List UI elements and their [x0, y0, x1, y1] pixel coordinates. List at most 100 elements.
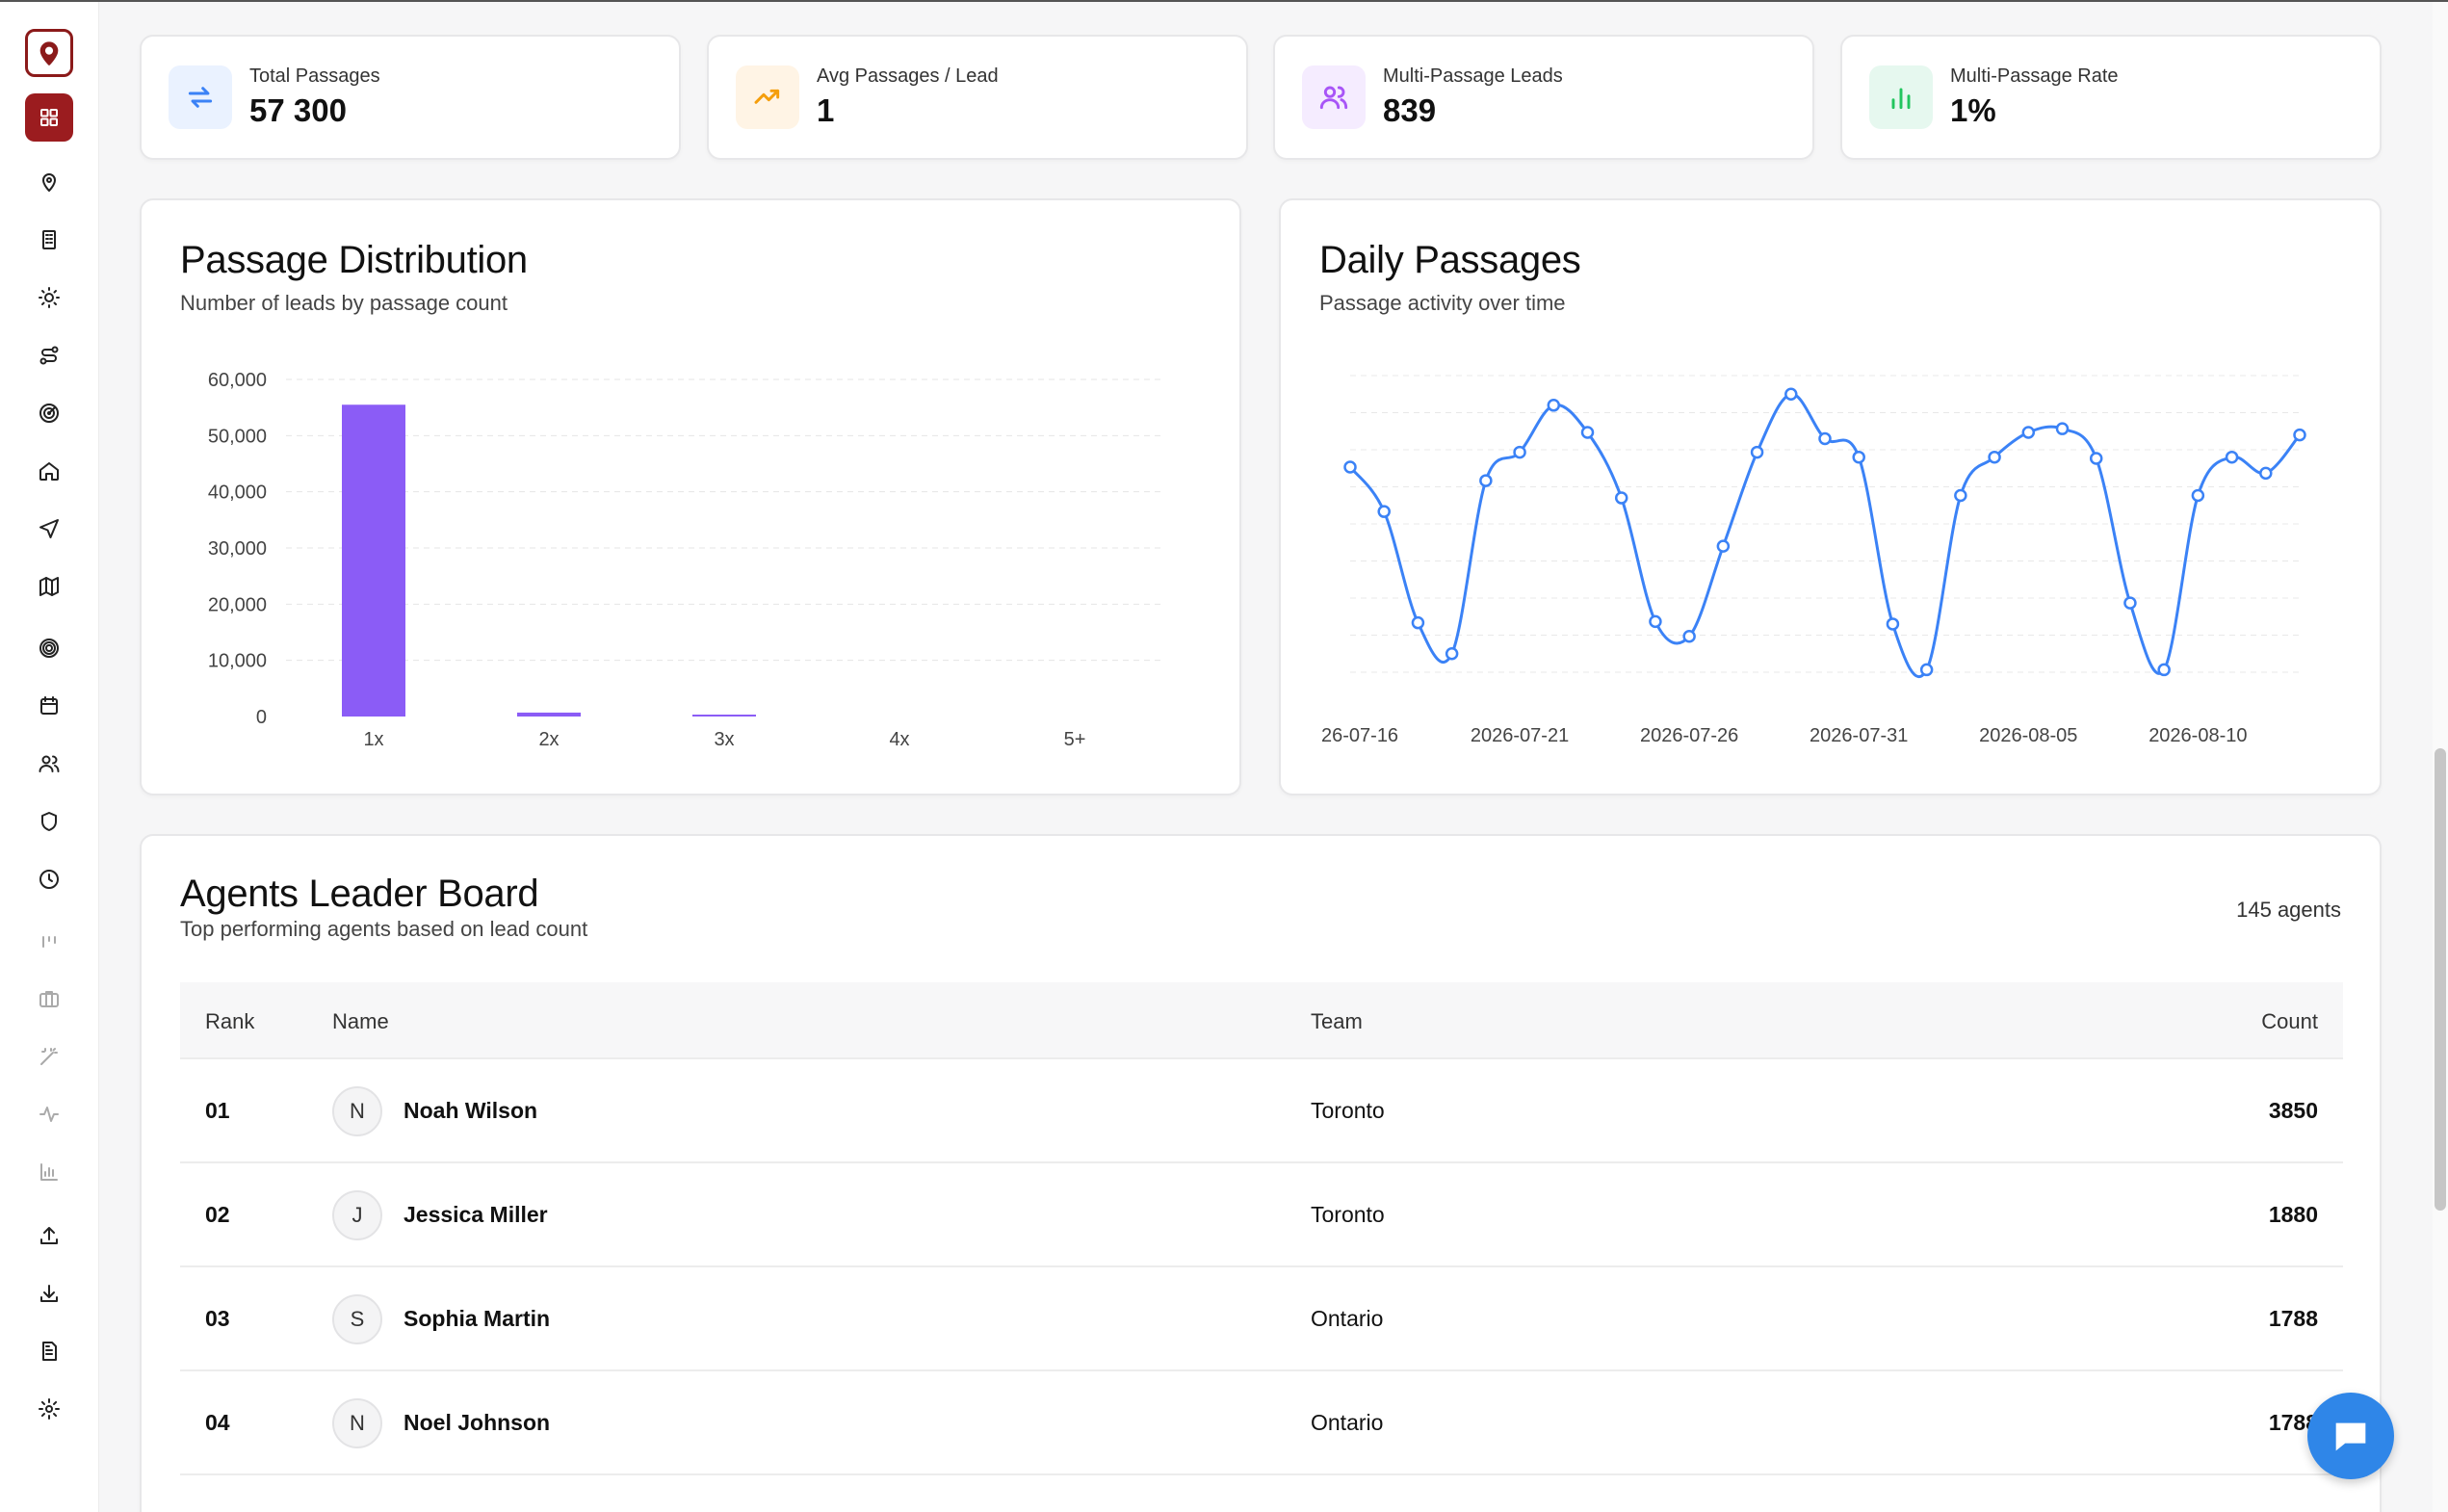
- table-header: Rank Name Team Count: [180, 982, 2343, 1059]
- data-point[interactable]: [1682, 630, 1696, 643]
- data-point[interactable]: [2089, 452, 2103, 465]
- table-row[interactable]: 01 N Noah Wilson Toronto 3850: [180, 1059, 2343, 1163]
- magic-wand-icon[interactable]: [25, 1032, 73, 1081]
- data-point[interactable]: [1750, 445, 1764, 459]
- sidebar: [0, 2, 99, 1512]
- page-scrollbar[interactable]: [2433, 2, 2448, 1512]
- chart-title: Passage Distribution: [180, 239, 528, 281]
- data-point[interactable]: [1818, 431, 1832, 446]
- data-point[interactable]: [2225, 450, 2239, 464]
- chart-title: Daily Passages: [1319, 239, 1581, 281]
- clock-icon[interactable]: [25, 855, 73, 903]
- avatar: S: [332, 1294, 382, 1344]
- upload-icon[interactable]: [25, 1212, 73, 1260]
- x-tick-label: 2x: [538, 729, 559, 750]
- data-point[interactable]: [1988, 450, 2001, 464]
- data-point[interactable]: [1716, 539, 1731, 553]
- chat-support-button[interactable]: [2307, 1393, 2394, 1479]
- data-point[interactable]: [1445, 647, 1459, 661]
- data-point[interactable]: [2055, 422, 2070, 435]
- settings-gear-icon[interactable]: [25, 1385, 73, 1433]
- avatar: J: [332, 1190, 382, 1240]
- table-row[interactable]: 02 J Jessica Miller Toronto 1880: [180, 1163, 2343, 1267]
- data-point[interactable]: [1649, 614, 1662, 629]
- bar-short-icon[interactable]: [25, 917, 73, 965]
- column-header-count[interactable]: Count: [2261, 1009, 2318, 1033]
- x-tick-label: 2026-07-21: [1471, 725, 1569, 746]
- avatar: N: [332, 1398, 382, 1448]
- sun-icon[interactable]: [25, 274, 73, 322]
- x-tick-label: 2026-08-10: [2149, 725, 2247, 746]
- column-header-name[interactable]: Name: [332, 1009, 389, 1033]
- data-point[interactable]: [1784, 387, 1798, 401]
- data-point[interactable]: [1377, 505, 1391, 518]
- logo-map-pin-icon[interactable]: [25, 29, 73, 77]
- data-point[interactable]: [1852, 450, 1865, 464]
- data-point[interactable]: [1614, 491, 1628, 505]
- agent-name: Noel Johnson: [404, 1410, 551, 1435]
- data-point[interactable]: [2293, 428, 2306, 442]
- team-cell: Toronto: [1311, 1098, 1385, 1123]
- data-point[interactable]: [1479, 474, 1493, 487]
- x-tick-label: 5+: [1064, 729, 1086, 750]
- location-pin-icon[interactable]: [25, 158, 73, 206]
- agent-name: Jessica Miller: [404, 1202, 548, 1227]
- stat-label: Multi-Passage Rate: [1950, 65, 2119, 87]
- data-point[interactable]: [2021, 426, 2036, 439]
- bar[interactable]: [342, 404, 405, 717]
- rank-cell: 01: [205, 1098, 230, 1123]
- column-header-team[interactable]: Team: [1311, 1009, 1363, 1033]
- data-point[interactable]: [1513, 445, 1526, 459]
- map-icon[interactable]: [25, 562, 73, 611]
- column-header-rank[interactable]: Rank: [205, 1009, 255, 1033]
- column-chart-icon[interactable]: [25, 1148, 73, 1196]
- data-point[interactable]: [1580, 426, 1595, 439]
- data-point[interactable]: [2191, 488, 2205, 503]
- rank-cell: 03: [205, 1306, 230, 1331]
- dashboard-grid-icon[interactable]: [25, 93, 73, 142]
- x-tick-label: 2026-07-26: [1640, 725, 1738, 746]
- download-icon[interactable]: [25, 1269, 73, 1317]
- stat-value: 1: [817, 92, 835, 128]
- leaderboard-subtitle: Top performing agents based on lead coun…: [180, 917, 588, 941]
- route-icon[interactable]: [25, 331, 73, 379]
- home-icon[interactable]: [25, 447, 73, 495]
- briefcase-icon[interactable]: [25, 975, 73, 1023]
- rank-cell: 04: [205, 1410, 230, 1435]
- count-cell: 1880: [2268, 1202, 2318, 1227]
- users-icon: [1302, 65, 1366, 129]
- data-point[interactable]: [2123, 596, 2137, 610]
- data-point[interactable]: [1411, 615, 1425, 630]
- team-cell: Toronto: [1311, 1202, 1385, 1227]
- activity-icon[interactable]: [25, 1090, 73, 1138]
- data-point[interactable]: [1343, 460, 1357, 474]
- daily-passages-card: Daily Passages Passage activity over tim…: [1279, 198, 2382, 795]
- chart-subtitle: Passage activity over time: [1319, 291, 1566, 315]
- data-point[interactable]: [2259, 466, 2273, 481]
- table-row[interactable]: 03 S Sophia Martin Ontario 1788: [180, 1267, 2343, 1371]
- radar-icon[interactable]: [25, 389, 73, 437]
- bar[interactable]: [517, 712, 581, 717]
- stat-card-total-passages: Total Passages 57 300: [140, 35, 681, 160]
- calendar-icon[interactable]: [25, 682, 73, 730]
- data-point[interactable]: [1954, 488, 1967, 503]
- stat-label: Total Passages: [249, 65, 380, 87]
- data-point[interactable]: [2157, 663, 2171, 677]
- agent-name: Noah Wilson: [404, 1098, 538, 1123]
- chat-bubble-icon: [2335, 1422, 2366, 1451]
- navigation-icon[interactable]: [25, 505, 73, 553]
- document-icon[interactable]: [25, 1327, 73, 1375]
- data-point[interactable]: [1886, 617, 1900, 631]
- team-icon[interactable]: [25, 740, 73, 788]
- scrollbar-thumb[interactable]: [2435, 748, 2446, 1211]
- trending-up-icon: [736, 65, 799, 129]
- team-cell: Ontario: [1311, 1306, 1384, 1331]
- target-icon[interactable]: [25, 624, 73, 672]
- stat-card-multi-passage-leads: Multi-Passage Leads 839: [1273, 35, 1814, 160]
- bar[interactable]: [692, 715, 756, 717]
- building-icon[interactable]: [25, 216, 73, 264]
- table-row[interactable]: 04 N Noel Johnson Ontario 1788: [180, 1371, 2343, 1475]
- data-point[interactable]: [1919, 663, 1934, 677]
- shield-icon[interactable]: [25, 797, 73, 846]
- data-point[interactable]: [1547, 399, 1561, 412]
